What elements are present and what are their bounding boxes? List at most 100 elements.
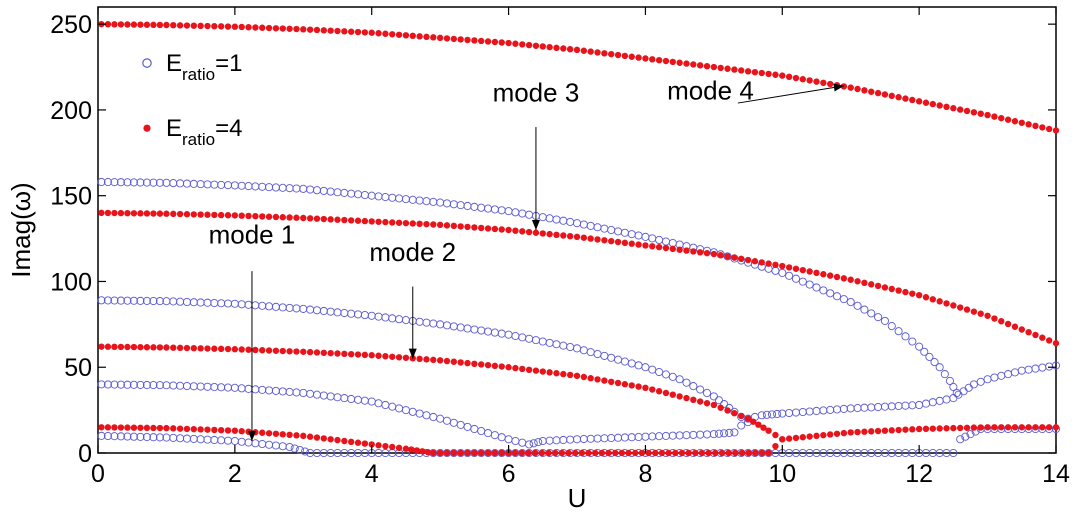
data-point bbox=[313, 26, 321, 34]
data-point bbox=[424, 448, 432, 456]
data-point bbox=[881, 427, 889, 434]
data-point bbox=[327, 349, 334, 357]
data-point bbox=[491, 362, 499, 370]
data-point bbox=[1004, 424, 1012, 431]
data-point bbox=[1039, 334, 1046, 341]
data-point bbox=[665, 449, 672, 457]
data-point bbox=[382, 30, 389, 37]
data-point bbox=[395, 354, 403, 361]
data-point bbox=[662, 389, 670, 397]
data-point bbox=[103, 380, 112, 389]
data-point bbox=[909, 426, 916, 433]
data-point bbox=[652, 449, 659, 457]
data-point bbox=[1052, 340, 1060, 347]
data-point bbox=[566, 371, 574, 379]
data-point bbox=[279, 347, 286, 355]
data-point bbox=[676, 59, 683, 66]
data-point bbox=[621, 381, 629, 388]
data-point bbox=[450, 222, 458, 230]
data-point bbox=[176, 344, 184, 352]
data-point bbox=[170, 210, 177, 218]
data-point bbox=[103, 296, 112, 305]
series-3 bbox=[97, 296, 753, 427]
data-point bbox=[416, 355, 423, 363]
y-tick-label: 200 bbox=[50, 97, 92, 125]
data-point bbox=[1032, 331, 1039, 339]
data-point bbox=[124, 209, 131, 217]
data-point bbox=[245, 212, 252, 220]
data-point bbox=[347, 438, 355, 446]
data-point bbox=[156, 210, 164, 217]
data-point bbox=[779, 436, 786, 443]
data-point bbox=[908, 337, 917, 346]
data-point bbox=[143, 21, 151, 28]
data-point bbox=[1032, 424, 1039, 431]
data-point bbox=[560, 370, 567, 378]
data-point bbox=[861, 87, 868, 94]
data-point bbox=[703, 400, 711, 407]
data-point bbox=[929, 296, 937, 303]
data-point bbox=[525, 449, 532, 457]
data-point bbox=[799, 434, 807, 441]
data-point bbox=[762, 410, 771, 419]
data-point bbox=[813, 432, 820, 440]
data-point bbox=[155, 381, 164, 390]
data-point bbox=[696, 249, 704, 256]
data-point bbox=[758, 69, 765, 77]
data-point bbox=[1025, 329, 1032, 336]
y-tick-label: 150 bbox=[50, 183, 92, 211]
data-point bbox=[1045, 337, 1053, 344]
data-point bbox=[642, 242, 649, 249]
data-point bbox=[592, 449, 599, 457]
data-point bbox=[984, 312, 991, 319]
data-point bbox=[698, 449, 706, 457]
data-point bbox=[204, 426, 211, 433]
data-point bbox=[709, 430, 718, 439]
data-point bbox=[413, 447, 421, 454]
data-point bbox=[285, 442, 294, 452]
data-point bbox=[224, 345, 232, 353]
data-point bbox=[265, 213, 273, 220]
data-point bbox=[402, 354, 410, 361]
data-point bbox=[532, 42, 540, 49]
data-point bbox=[150, 344, 157, 351]
data-point bbox=[546, 230, 553, 238]
data-point bbox=[683, 60, 690, 67]
data-point bbox=[614, 51, 622, 59]
data-point bbox=[389, 219, 396, 226]
data-point bbox=[293, 25, 300, 33]
data-point bbox=[605, 449, 612, 457]
data-point bbox=[751, 68, 759, 76]
data-point bbox=[375, 218, 382, 225]
data-point bbox=[430, 449, 437, 457]
data-point bbox=[313, 349, 321, 356]
data-point bbox=[949, 382, 958, 392]
data-point bbox=[1025, 121, 1032, 128]
data-point bbox=[110, 178, 119, 187]
data-point bbox=[389, 443, 396, 451]
data-point bbox=[300, 26, 307, 33]
data-point bbox=[532, 449, 539, 457]
data-point bbox=[491, 225, 499, 233]
data-point bbox=[1045, 424, 1053, 431]
data-point bbox=[880, 316, 889, 325]
data-point bbox=[430, 34, 437, 41]
data-point bbox=[813, 78, 820, 85]
data-point bbox=[638, 449, 646, 457]
data-point bbox=[259, 24, 266, 31]
data-point bbox=[820, 79, 827, 87]
data-point bbox=[111, 343, 118, 351]
annotation-arrowhead bbox=[833, 83, 844, 92]
data-point bbox=[608, 237, 615, 245]
data-point bbox=[767, 410, 777, 419]
data-point bbox=[204, 211, 211, 218]
data-point bbox=[464, 359, 471, 367]
x-tick-label: 10 bbox=[768, 460, 796, 488]
data-point bbox=[136, 380, 145, 389]
data-point bbox=[97, 177, 106, 187]
legend-label-2: Eratio=4 bbox=[166, 115, 242, 149]
data-point bbox=[354, 28, 362, 36]
data-point bbox=[354, 351, 362, 358]
data-point bbox=[696, 398, 704, 405]
data-point bbox=[1011, 118, 1019, 125]
